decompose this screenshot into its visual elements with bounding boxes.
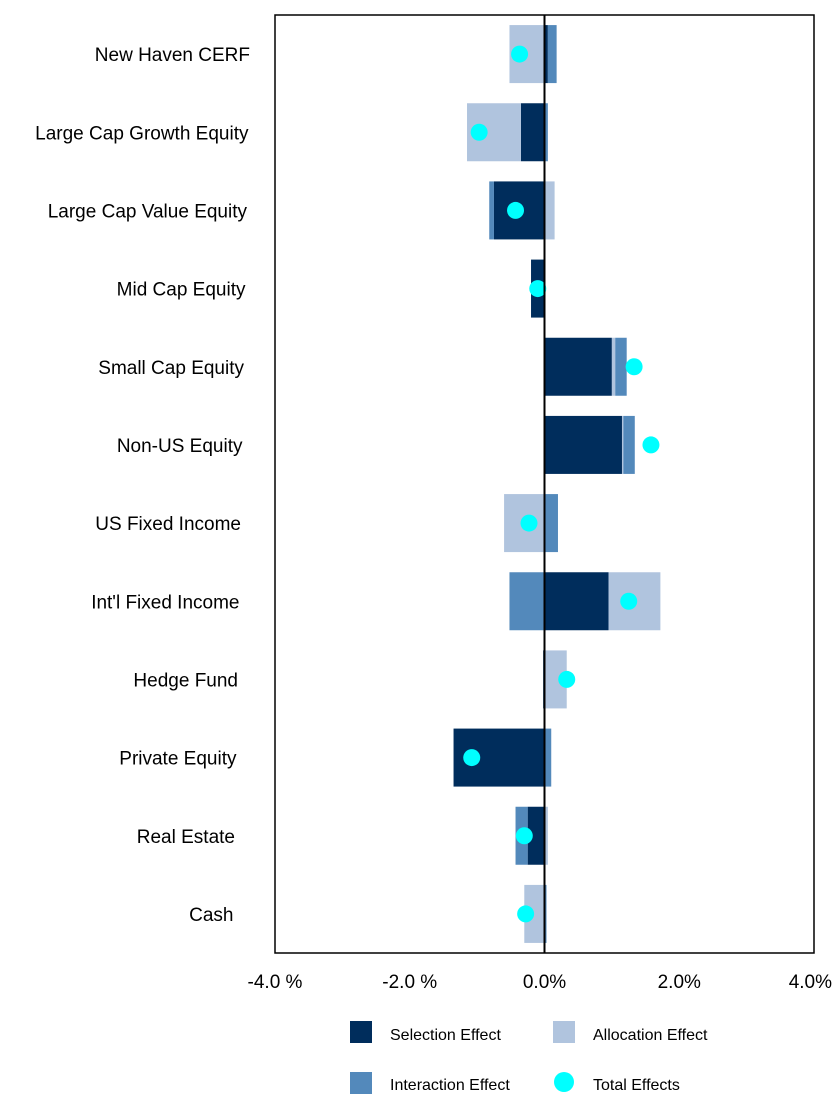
total-effect-dot bbox=[511, 45, 529, 63]
legend-swatch-selection bbox=[350, 1021, 372, 1043]
total-effect-dot bbox=[558, 670, 576, 688]
total-effect-dot bbox=[517, 905, 535, 923]
category-label: Real Estate bbox=[137, 827, 235, 848]
bar-segment bbox=[527, 806, 545, 865]
bar-segment bbox=[621, 415, 624, 474]
bar-segment bbox=[544, 181, 555, 240]
bar-segment bbox=[544, 572, 609, 631]
total-effect-dot bbox=[463, 749, 481, 767]
legend-marker-total bbox=[554, 1072, 574, 1092]
legend-label-interaction: Interaction Effect bbox=[390, 1077, 510, 1094]
x-tick-label: 4.0% bbox=[789, 972, 832, 993]
total-dots-layer bbox=[463, 45, 660, 923]
bar-segment bbox=[544, 884, 547, 943]
bar-layer bbox=[453, 25, 661, 943]
x-tick-label: -2.0 % bbox=[382, 972, 437, 993]
bar-segment bbox=[509, 572, 545, 631]
total-effect-dot bbox=[620, 592, 638, 610]
legend-label-total: Total Effects bbox=[593, 1077, 680, 1094]
bar-segment bbox=[544, 728, 552, 787]
category-label: Mid Cap Equity bbox=[117, 280, 246, 301]
legend: Selection Effect Allocation Effect Inter… bbox=[350, 1021, 708, 1094]
bar-segment bbox=[547, 25, 557, 84]
category-label: US Fixed Income bbox=[95, 514, 241, 535]
legend-swatch-allocation bbox=[553, 1021, 575, 1043]
bar-segment bbox=[544, 103, 548, 162]
bar-segment bbox=[489, 181, 494, 240]
bar-segment bbox=[544, 650, 567, 709]
bar-segment bbox=[611, 337, 616, 396]
category-label: Int'l Fixed Income bbox=[91, 592, 239, 613]
x-tick-labels: -4.0 % -2.0 % 0.0% 2.0% 4.0% bbox=[248, 972, 833, 993]
total-effect-dot bbox=[625, 358, 643, 376]
bar-segment bbox=[623, 415, 635, 474]
total-effect-dot bbox=[515, 827, 533, 845]
total-effect-dot bbox=[470, 123, 488, 141]
category-label: New Haven CERF bbox=[95, 45, 250, 66]
category-label: Large Cap Growth Equity bbox=[35, 123, 249, 144]
plot-frame bbox=[274, 14, 815, 954]
total-effect-dot bbox=[642, 436, 660, 454]
total-effect-dot bbox=[507, 201, 525, 219]
x-tick-label: -4.0 % bbox=[248, 972, 303, 993]
bar-segment bbox=[544, 25, 548, 84]
category-label: Small Cap Equity bbox=[98, 358, 244, 379]
legend-swatch-interaction bbox=[350, 1072, 372, 1094]
bar-segment bbox=[544, 337, 612, 396]
total-effect-dot bbox=[520, 514, 538, 532]
legend-label-allocation: Allocation Effect bbox=[593, 1027, 708, 1044]
x-tick-label: 2.0% bbox=[658, 972, 701, 993]
category-label: Non-US Equity bbox=[117, 436, 243, 457]
category-labels: New Haven CERF Large Cap Growth Equity Lar… bbox=[35, 45, 250, 926]
x-tick-label: 0.0% bbox=[523, 972, 566, 993]
category-label: Cash bbox=[189, 905, 233, 926]
bar-segment bbox=[615, 337, 627, 396]
bar-segment bbox=[520, 103, 545, 162]
bar-segment bbox=[524, 884, 545, 943]
bar-segment bbox=[544, 806, 548, 865]
category-label: Hedge Fund bbox=[133, 670, 238, 691]
bar-segment bbox=[544, 494, 558, 553]
category-label: Private Equity bbox=[119, 749, 237, 770]
category-label: Large Cap Value Equity bbox=[48, 201, 248, 222]
total-effect-dot bbox=[529, 280, 547, 298]
bar-segment bbox=[544, 415, 622, 474]
legend-label-selection: Selection Effect bbox=[390, 1027, 501, 1044]
